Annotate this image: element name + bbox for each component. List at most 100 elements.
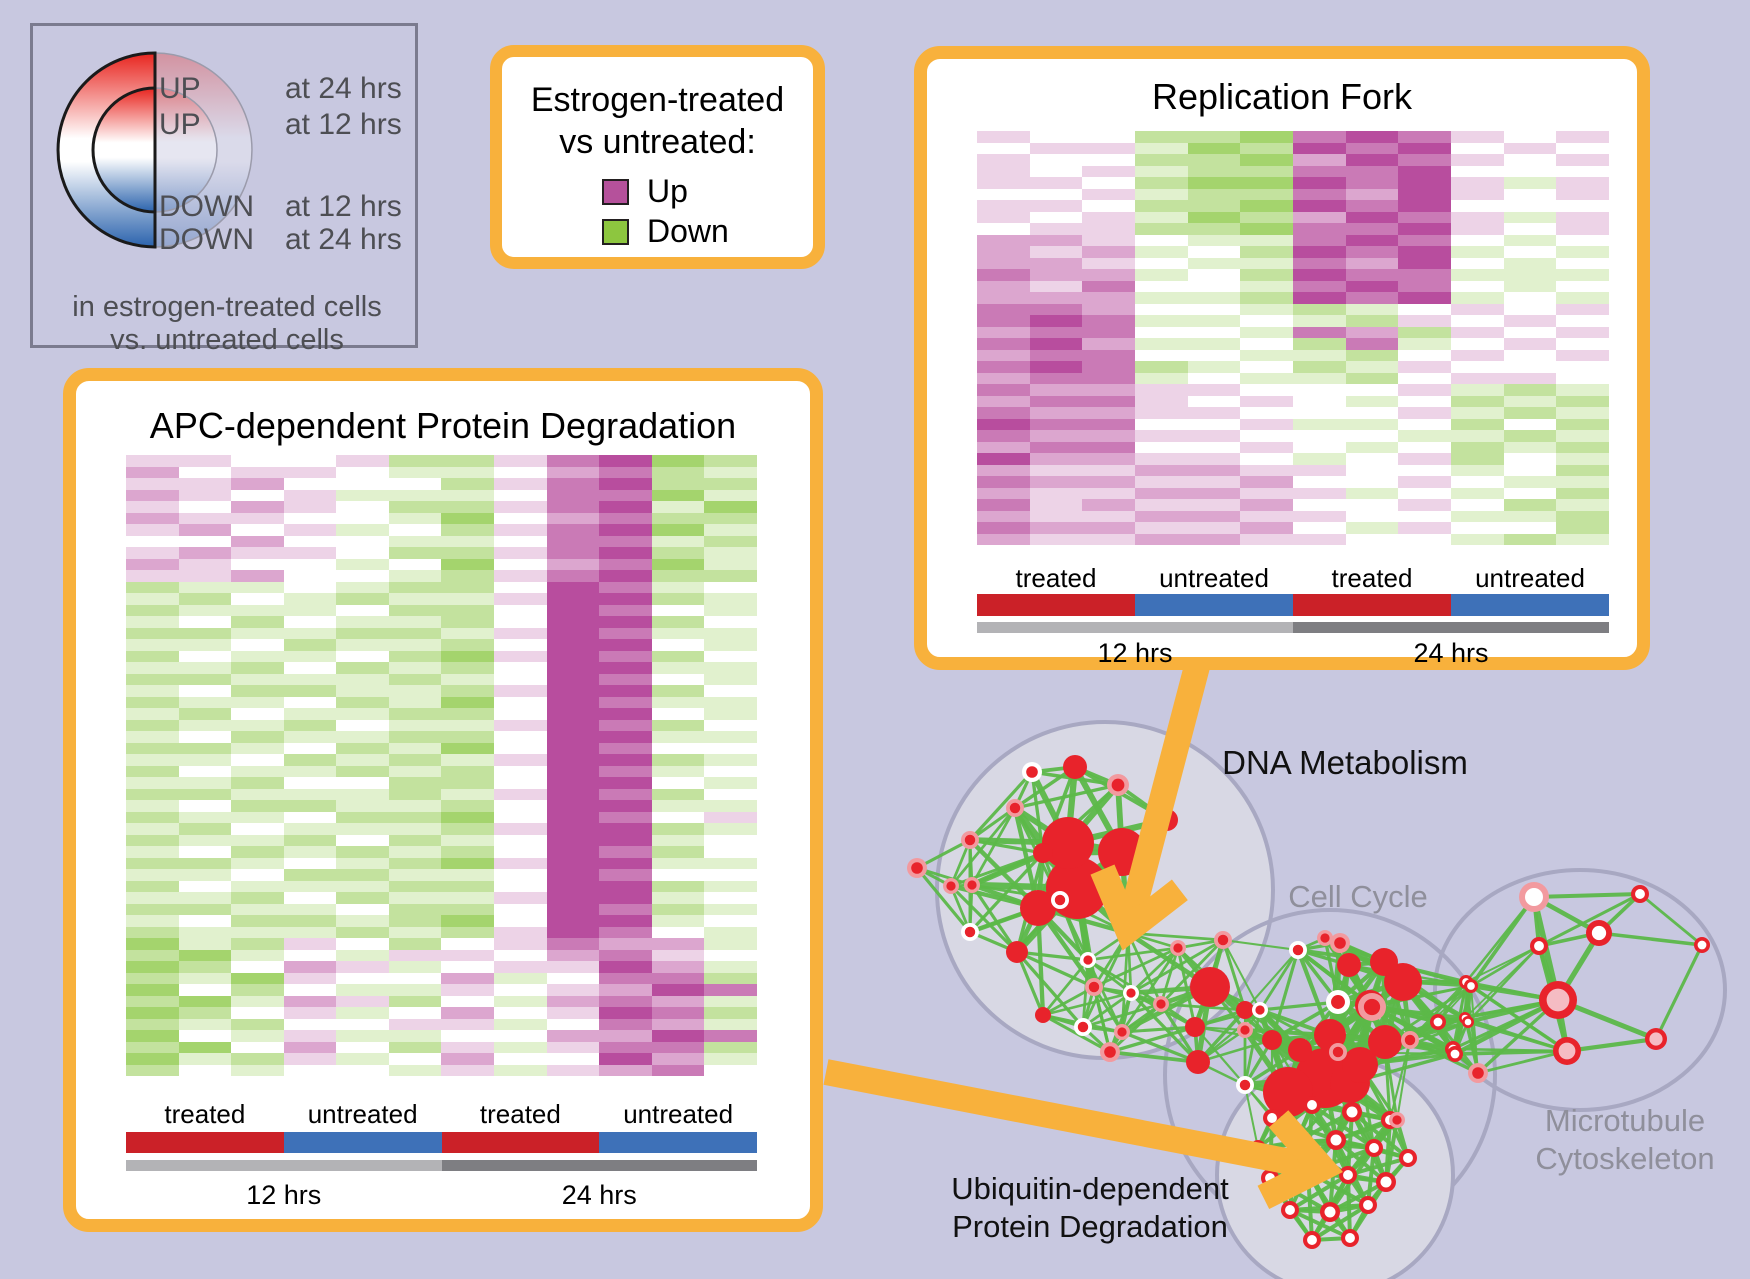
heatmap-cell <box>1398 165 1452 177</box>
heatmap-cell <box>388 742 442 754</box>
heatmap-cell <box>283 834 337 846</box>
heatmap-cell <box>1451 533 1504 545</box>
heatmap-row <box>126 685 757 697</box>
heatmap-cell <box>1240 499 1294 511</box>
heatmap-cell <box>704 972 757 984</box>
heatmap-cell <box>283 754 337 766</box>
heatmap-cell <box>1293 522 1346 534</box>
heatmap-cell <box>1240 464 1294 476</box>
heatmap-cell <box>1293 326 1346 338</box>
heatmap-cell <box>1187 384 1241 396</box>
heatmap-cell <box>704 892 757 904</box>
heatmap-cell <box>388 800 442 812</box>
heatmap-cell <box>1503 522 1557 534</box>
heatmap-cell <box>336 547 389 559</box>
heatmap-cell <box>388 650 442 662</box>
heatmap-row <box>126 524 757 536</box>
heatmap-cell <box>1082 464 1136 476</box>
heatmap-row <box>126 696 757 708</box>
heatmap-cell <box>1293 280 1346 292</box>
cluster-label-mt: Microtubule Cytoskeleton <box>1535 1103 1715 1176</box>
heatmap-cell <box>441 777 495 789</box>
heatmap-cell <box>599 489 652 501</box>
heatmap-cell <box>126 512 179 524</box>
heatmap-row <box>126 961 757 973</box>
heatmap-cell <box>336 788 389 800</box>
cluster-label-cc: Cell Cycle <box>1288 879 1428 915</box>
heatmap-cell <box>977 453 1030 465</box>
heatmap-cell <box>126 915 179 927</box>
heatmap-cell <box>704 811 757 823</box>
heatmap-cell <box>1135 522 1188 534</box>
time-label: 24 hrs <box>1413 638 1489 668</box>
heatmap-cell <box>494 1064 547 1076</box>
heatmap-cell <box>651 512 705 524</box>
heatmap-cell <box>231 949 284 961</box>
heatmap-cell <box>1240 246 1294 258</box>
heatmap-cell <box>546 915 600 927</box>
heatmap-cell <box>1451 372 1504 384</box>
heatmap-cell <box>283 501 337 513</box>
heatmap-cell <box>651 892 705 904</box>
heatmap-cell <box>283 1053 337 1065</box>
heatmap-cell <box>1345 510 1399 522</box>
heatmap-cell <box>546 846 600 858</box>
heatmap-cell <box>336 811 389 823</box>
heatmap-cell <box>178 662 232 674</box>
heatmap-cell <box>1398 476 1452 488</box>
heatmap-cell <box>1293 338 1346 350</box>
heatmap-cell <box>704 501 757 513</box>
heatmap-cell <box>1345 292 1399 304</box>
heatmap-cell <box>1082 395 1136 407</box>
heatmap-cell <box>1451 188 1504 200</box>
heatmap-cell <box>388 466 442 478</box>
time-bar-segment <box>126 1160 442 1171</box>
heatmap-cell <box>1082 303 1136 315</box>
heatmap-cell <box>336 455 389 467</box>
heatmap-cell <box>178 834 232 846</box>
heatmap-cell <box>126 984 179 996</box>
heatmap-row <box>977 177 1610 189</box>
heatmap-cell <box>388 1018 442 1030</box>
heatmap-cell <box>388 915 442 927</box>
heatmap-cell <box>231 995 284 1007</box>
heatmap-cell <box>178 1018 232 1030</box>
heatmap-cell <box>1503 211 1557 223</box>
heatmap-cell <box>1398 315 1452 327</box>
heatmap-cell <box>1187 200 1241 212</box>
heatmap-cell <box>704 949 757 961</box>
heatmap-cell <box>546 834 600 846</box>
heatmap-cell <box>1293 200 1346 212</box>
heatmap-cell <box>1503 257 1557 269</box>
heatmap-cell <box>599 788 652 800</box>
heatmap-cell <box>1029 188 1083 200</box>
heatmap-cell <box>441 915 495 927</box>
heatmap-cell <box>1293 384 1346 396</box>
heatmap-cell <box>1135 292 1188 304</box>
heatmap-cell <box>231 558 284 570</box>
heatmap-cell <box>494 1018 547 1030</box>
heatmap-cell <box>441 1041 495 1053</box>
heatmap-cell <box>1029 292 1083 304</box>
heatmap-cell <box>651 846 705 858</box>
heatmap-cell <box>388 1030 442 1042</box>
heatmap-cell <box>1345 280 1399 292</box>
heatmap-cell <box>231 604 284 616</box>
heatmap-cell <box>1556 154 1610 166</box>
heatmap-cell <box>1187 246 1241 258</box>
heatmap-cell <box>1398 441 1452 453</box>
heatmap-cell <box>1082 165 1136 177</box>
heatmap-cell <box>599 650 652 662</box>
heatmap-cell <box>1398 453 1452 465</box>
heatmap-cell <box>283 1030 337 1042</box>
heatmap-row <box>126 765 757 777</box>
heatmap-cell <box>1135 234 1188 246</box>
heatmap-cell <box>283 524 337 536</box>
heatmap-row <box>126 547 757 559</box>
heatmap-cell <box>388 685 442 697</box>
heatmap-cell <box>1293 499 1346 511</box>
heatmap-cell <box>704 777 757 789</box>
heatmap-cell <box>1135 315 1188 327</box>
heatmap-cell <box>1451 453 1504 465</box>
heatmap-cell <box>178 581 232 593</box>
